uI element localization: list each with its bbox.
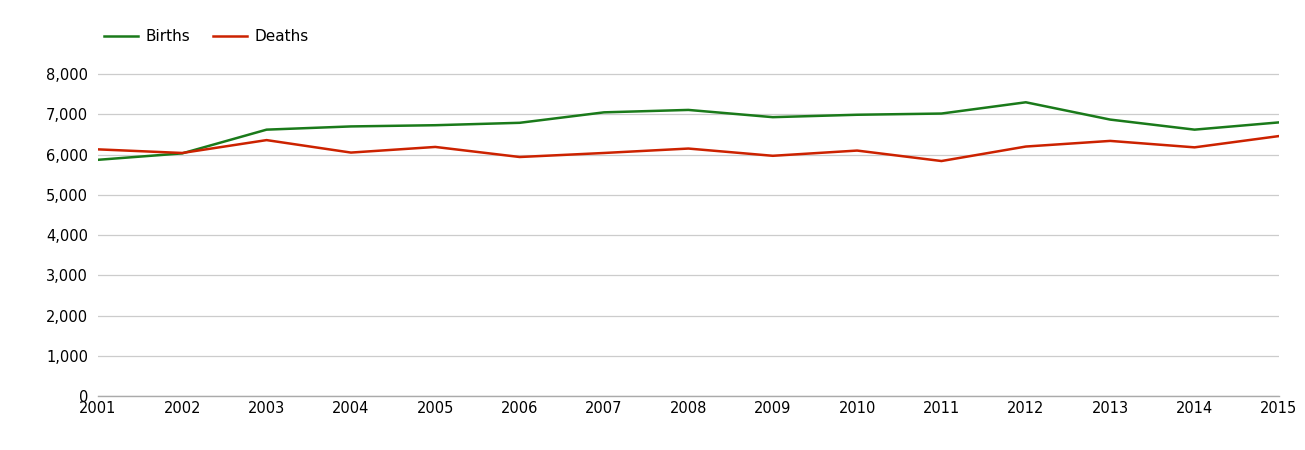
- Births: [1271, 120, 1287, 125]
- Deaths: [1271, 133, 1287, 139]
- Deaths: [175, 150, 191, 156]
- Deaths: [933, 158, 949, 164]
- Deaths: [1186, 144, 1202, 150]
- Deaths: [90, 147, 106, 152]
- Births: [512, 120, 527, 126]
- Deaths: [850, 148, 865, 153]
- Births: [90, 157, 106, 162]
- Births: [850, 112, 865, 117]
- Legend: Births, Deaths: Births, Deaths: [98, 23, 315, 50]
- Births: [428, 122, 444, 128]
- Deaths: [512, 154, 527, 160]
- Deaths: [681, 146, 697, 151]
- Deaths: [1103, 138, 1118, 144]
- Line: Deaths: Deaths: [98, 136, 1279, 161]
- Births: [258, 127, 274, 132]
- Births: [1018, 99, 1034, 105]
- Births: [596, 110, 612, 115]
- Births: [681, 107, 697, 112]
- Births: [765, 114, 780, 120]
- Births: [933, 111, 949, 116]
- Deaths: [428, 144, 444, 150]
- Births: [1103, 117, 1118, 122]
- Deaths: [258, 137, 274, 143]
- Births: [1186, 127, 1202, 132]
- Deaths: [1018, 144, 1034, 149]
- Deaths: [343, 150, 359, 155]
- Births: [343, 124, 359, 129]
- Deaths: [765, 153, 780, 158]
- Births: [175, 151, 191, 156]
- Deaths: [596, 150, 612, 156]
- Line: Births: Births: [98, 102, 1279, 160]
